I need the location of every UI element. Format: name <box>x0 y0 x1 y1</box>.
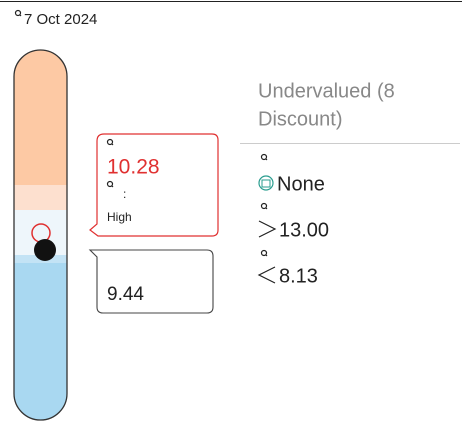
separator: : <box>123 187 126 201</box>
valuation-label: Discount) <box>258 108 342 130</box>
status: None <box>277 173 325 195</box>
thermometer <box>14 50 67 420</box>
price-level: High <box>107 210 132 224</box>
icon <box>106 180 114 188</box>
lower-bound: 8.13 <box>279 265 318 287</box>
fair-value-marker <box>34 239 56 261</box>
price-value: 10.28 <box>107 156 160 179</box>
icon <box>260 153 268 161</box>
icon <box>106 138 114 146</box>
thermometer-outline <box>13 49 68 421</box>
date: 7 Oct 2024 <box>24 11 97 28</box>
icon <box>14 9 22 17</box>
status-icon <box>258 175 274 191</box>
icon <box>260 202 268 210</box>
fair-value: 9.44 <box>107 284 144 305</box>
price-callout <box>89 133 219 237</box>
below-symbol <box>257 266 276 284</box>
above-symbol <box>258 220 277 238</box>
valuation-label: Undervalued (8 <box>258 80 395 102</box>
icon <box>260 249 268 257</box>
upper-bound: 13.00 <box>279 219 329 241</box>
fair-callout <box>88 249 214 314</box>
